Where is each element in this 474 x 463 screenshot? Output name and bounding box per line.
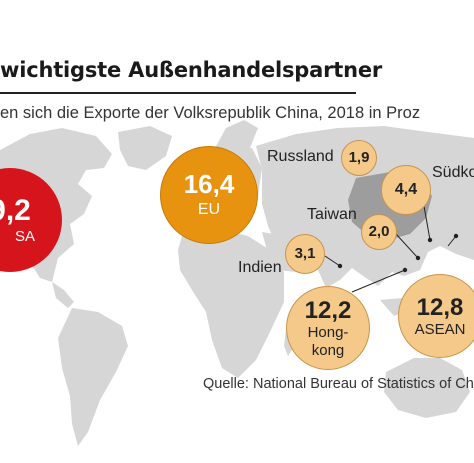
land-australia [384, 358, 470, 418]
bubble-suedkorea-value: 4,4 [394, 180, 418, 198]
title-underline [0, 92, 356, 94]
label-taiwan: Taiwan [307, 206, 357, 223]
page-subtitle: en sich die Exporte der Volksrepublik Ch… [0, 104, 421, 122]
page-title: wichtigste Außenhandelspartner [0, 58, 383, 82]
bubble-asean-value: 12,8 [416, 293, 464, 321]
leader-line-hongkong [351, 269, 406, 293]
bubble-suedkorea: 4,4 [381, 165, 431, 215]
bubble-indien: 3,1 [285, 234, 325, 274]
bubble-russland: 1,9 [341, 140, 377, 176]
leader-line-suedkorea [423, 205, 431, 241]
bubble-hongkong: 12,2 Hong- kong [286, 286, 370, 370]
bubble-usa-value: 9,2 [0, 194, 31, 228]
land-south-america [58, 308, 128, 446]
bubble-indien-value: 3,1 [294, 245, 316, 263]
marker-suedkorea [427, 237, 433, 243]
land-africa [178, 228, 284, 378]
bubble-usa-label: SA [14, 227, 35, 245]
leader-line-taiwan [395, 233, 419, 259]
source-note: Quelle: National Bureau of Statistics of… [203, 376, 474, 392]
marker-indien [337, 263, 343, 269]
marker-hongkong [402, 267, 408, 273]
leader-line-indien [324, 255, 341, 267]
land-scandinavia [214, 120, 258, 156]
bubble-asean: 12,8 ASEAN [398, 274, 474, 358]
bubble-eu: 16,4 EU [160, 146, 258, 244]
bubble-hongkong-value: 12,2 [304, 296, 352, 324]
land-central-america [52, 282, 74, 308]
bubble-taiwan: 2,0 [361, 214, 397, 250]
marker-taiwan [415, 255, 421, 261]
marker-asean [453, 233, 459, 239]
bubble-eu-value: 16,4 [183, 169, 235, 200]
land-greenland [118, 126, 172, 170]
label-suedkorea: Südko [432, 164, 474, 181]
bubble-eu-label: EU [197, 200, 221, 218]
bubble-russland-value: 1,9 [348, 149, 370, 167]
bubble-hongkong-label-1: Hong- [307, 323, 349, 341]
bubble-asean-label: ASEAN [414, 320, 466, 338]
label-indien: Indien [238, 259, 282, 276]
label-russland: Russland [267, 148, 334, 165]
bubble-hongkong-label-2: kong [311, 341, 345, 359]
bubble-taiwan-value: 2,0 [368, 223, 390, 241]
